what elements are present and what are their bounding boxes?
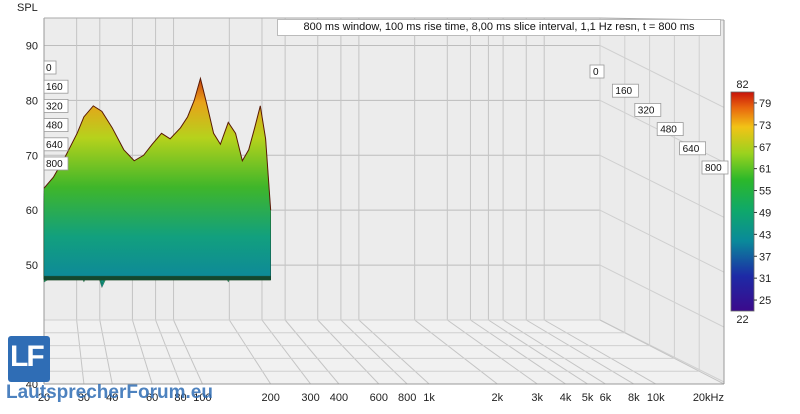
side-wall	[600, 18, 724, 384]
time-tag-left: 160	[46, 82, 63, 93]
watermark-badge	[8, 336, 50, 382]
x-floorline	[525, 319, 635, 385]
colorbar-tick-label: 37	[759, 251, 771, 263]
time-tag-left: 800	[46, 159, 63, 170]
x-tick-label: 5k	[582, 392, 594, 404]
x-floorline	[76, 319, 85, 385]
x-tick-label: 300	[301, 392, 319, 404]
x-floorline	[488, 319, 588, 385]
x-tick-label: 30	[78, 392, 90, 404]
time-tag-right-box	[612, 83, 639, 98]
time-tag-right: 800	[705, 163, 722, 174]
y-gridline-side	[599, 154, 725, 218]
x-floorline	[131, 319, 153, 385]
x-floorline	[284, 319, 340, 385]
time-tag-left: 480	[46, 121, 63, 132]
x-tick-label: 20	[38, 392, 50, 404]
time-tag-right: 160	[615, 86, 632, 97]
y-tick-label: 70	[26, 150, 38, 162]
x-tick-label: 200	[261, 392, 279, 404]
x-tick-label: 60	[146, 392, 158, 404]
time-tag-right-box	[634, 103, 662, 117]
colorbar-tick-label: 43	[759, 229, 771, 241]
time-tag-left-box	[43, 137, 69, 152]
x-floorline	[414, 319, 498, 385]
y-tick-label: 40	[26, 379, 38, 391]
info-caption: 800 ms window, 100 ms rise time, 8,00 ms…	[277, 19, 721, 36]
x-tick-label: 800	[398, 392, 416, 404]
colorbar-tick-label: 73	[759, 120, 771, 132]
x-floorline	[155, 319, 181, 385]
x-floorline	[228, 319, 272, 385]
x-tick-label: 80	[174, 392, 186, 404]
time-tag-right: 320	[638, 105, 655, 116]
x-tick-label: 20kHz	[693, 392, 724, 404]
x-floorline	[502, 319, 606, 385]
x-floorline	[340, 319, 408, 385]
x-tick-label: 2k	[492, 392, 504, 404]
x-floorline	[173, 319, 203, 385]
time-tag-right-box	[701, 160, 729, 175]
x-tick-label: 40	[106, 392, 118, 404]
y-tick-label: 60	[26, 205, 38, 217]
colorbar-min-label: 22	[736, 314, 748, 326]
x-floorline	[99, 319, 113, 385]
x-floorline	[599, 319, 725, 385]
front-slice-line	[43, 76, 272, 211]
x-floorline	[358, 319, 430, 385]
time-tag-left-box	[43, 79, 69, 94]
time-tag-left-box	[43, 156, 69, 171]
x-tick-label: 10k	[647, 392, 665, 404]
x-floorline	[447, 319, 538, 385]
x-tick-label: 100	[193, 392, 211, 404]
x-floorline	[261, 319, 311, 385]
colorbar-tick-label: 79	[759, 98, 771, 110]
colorbar-max-label: 82	[736, 79, 748, 91]
colorbar	[730, 91, 755, 312]
y-gridline-side	[599, 45, 725, 108]
y-tick-label: 80	[26, 95, 38, 107]
y-gridline-side	[599, 209, 725, 273]
time-tag-right: 480	[660, 125, 677, 136]
x-floorline	[317, 319, 380, 385]
colorbar-tick-label: 61	[759, 164, 771, 176]
time-tag-right-box	[679, 141, 706, 156]
colorbar-tick-label: 67	[759, 142, 771, 154]
time-tag-right-box	[656, 122, 684, 136]
colorbar-tick-label: 25	[759, 295, 771, 307]
time-tag-right-box	[589, 64, 605, 79]
time-tag-left: 320	[46, 101, 63, 112]
time-tag-right: 640	[683, 144, 700, 155]
colorbar-tick-label: 31	[759, 273, 771, 285]
colorbar-tick-label: 49	[759, 207, 771, 219]
y-tick-label: 50	[26, 260, 38, 272]
x-tick-label: 600	[370, 392, 388, 404]
time-tag-left-box	[43, 60, 57, 75]
time-tag-left-box	[43, 99, 69, 113]
x-tick-label: 4k	[560, 392, 572, 404]
x-tick-label: 3k	[531, 392, 543, 404]
watermark-text: LautsprecherForum.eu	[6, 382, 213, 403]
y-axis-label-text: SPL	[17, 2, 38, 14]
y-gridline-side	[599, 264, 725, 328]
time-tag-left: 640	[46, 140, 63, 151]
x-tick-label: 1k	[423, 392, 435, 404]
time-tag-left-box	[43, 118, 69, 132]
y-axis-label: SPL	[17, 2, 38, 14]
time-tag-left: 0	[46, 63, 52, 74]
x-floorline	[470, 319, 566, 385]
watermark-letters: LF	[10, 340, 45, 373]
colorbar-tick-label: 55	[759, 186, 771, 198]
info-text: 800 ms window, 100 ms rise time, 8,00 ms…	[303, 21, 695, 33]
x-tick-label: 6k	[600, 392, 612, 404]
x-floorline	[543, 319, 657, 385]
watermark-logo: LF LautsprecherForum.eu	[4, 334, 274, 409]
x-tick-label: 400	[330, 392, 348, 404]
x-tick-label: 8k	[628, 392, 640, 404]
y-tick-label: 90	[26, 40, 38, 52]
time-tag-right: 0	[593, 67, 599, 78]
